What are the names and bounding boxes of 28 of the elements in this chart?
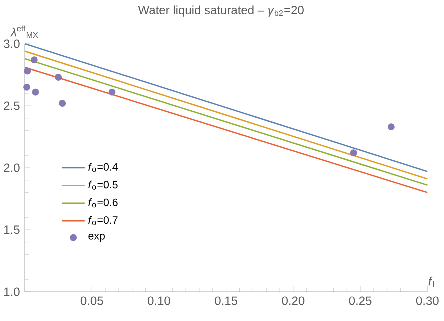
point [24,84,30,91]
point [24,68,32,75]
chart-title: Water liquid saturated – γ$_{b2}$=20 [138,6,304,17]
point [350,150,358,157]
point [388,124,395,131]
y-tick-label: 2.5 [4,102,20,110]
y-tick-label: 2.0 [4,164,20,172]
point [108,88,116,96]
point [55,74,62,81]
point [59,100,66,107]
point [30,56,38,64]
legend-label: f$_{o}$=0.4 [88,163,118,172]
legend-label: f$_{o}$=0.6 [88,198,118,208]
x-axis-title: f$_{l}$ [428,276,434,288]
x-tick-label: 0.30 [416,296,439,306]
legend-label: f$_{o}$=0.5 [88,180,118,190]
x-tick-label: 0.15 [215,296,238,306]
x-tick-label: 0.10 [148,296,170,306]
y-tick-label: 3.0 [4,40,20,48]
y-axis-title: λ$^{eff}$MX [10,26,38,38]
y-tick-label: 1.5 [4,226,20,234]
x-tick-label: 0.20 [282,296,305,306]
legend-label: exp [88,234,105,242]
y-tick-label: 1.0 [4,288,20,296]
x-tick-label: 0.25 [349,296,372,306]
legend-label: f$_{o}$=0.7 [88,216,118,226]
point [32,88,40,96]
x-tick-label: 0.05 [80,296,104,306]
